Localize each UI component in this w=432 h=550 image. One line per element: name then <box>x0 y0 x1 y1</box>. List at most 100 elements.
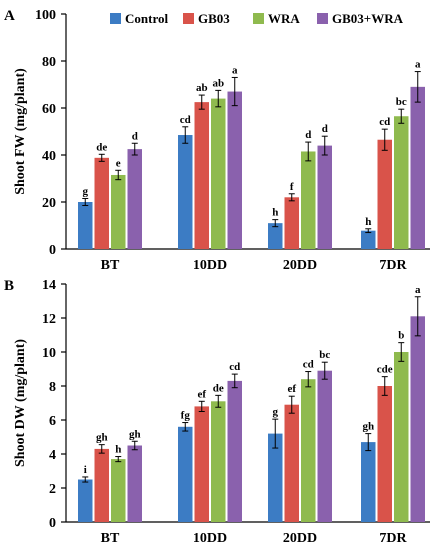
legend-label: GB03+WRA <box>332 11 404 26</box>
significance-label: g <box>83 185 89 197</box>
y-tick-label: 40 <box>42 149 56 164</box>
significance-label: h <box>272 207 278 219</box>
bar <box>194 102 209 249</box>
significance-label: bc <box>319 349 330 361</box>
significance-label: de <box>213 382 224 394</box>
significance-label: h <box>115 444 121 456</box>
legend-label: WRA <box>268 11 300 26</box>
panel-B: B 0 2 4 6 8 10 12 14 Shoot DW (mg/plant) BT 10DD 20D… <box>4 278 430 546</box>
y-tick-label: 0 <box>49 516 56 531</box>
y-tick-label: 14 <box>42 278 56 293</box>
y-tick-label: 4 <box>49 448 56 463</box>
bar <box>410 86 425 249</box>
x-tick-label: 20DD <box>283 258 317 273</box>
bar <box>317 370 332 522</box>
significance-label: cd <box>379 116 390 128</box>
significance-label: a <box>232 64 238 76</box>
panel-label: B <box>4 278 14 294</box>
bar <box>301 151 316 249</box>
x-tick-label: 7DR <box>379 258 407 273</box>
bar <box>111 174 126 249</box>
bar <box>394 116 409 249</box>
bar <box>211 98 226 249</box>
significance-label: d <box>132 130 138 142</box>
x-tick-label: BT <box>101 258 120 273</box>
y-tick-label: 20 <box>42 196 56 211</box>
y-tick-label: 2 <box>49 482 56 497</box>
bar <box>301 379 316 522</box>
significance-label: cde <box>377 364 393 376</box>
x-tick-label: 7DR <box>379 531 407 546</box>
y-tick-label: 6 <box>49 414 56 429</box>
legend-swatch <box>110 13 121 24</box>
bar <box>211 401 226 522</box>
x-tick-label: 20DD <box>283 531 317 546</box>
significance-label: d <box>322 123 328 135</box>
significance-label: cd <box>303 359 314 371</box>
y-tick-label: 80 <box>42 55 56 70</box>
bar <box>111 459 126 522</box>
y-tick-label: 60 <box>42 102 56 117</box>
significance-label: gh <box>96 432 108 444</box>
significance-label: ab <box>196 82 208 94</box>
significance-label: g <box>273 406 279 418</box>
panel-label: A <box>4 8 15 24</box>
significance-label: ef <box>287 383 296 395</box>
bar <box>127 149 142 249</box>
y-tick-label: 12 <box>42 312 56 327</box>
bar <box>268 433 283 522</box>
panel-A: A 0 20 40 60 80 100 Shoot FW (mg/plant) BT 10DD 20… <box>4 8 430 273</box>
x-tick-label: 10DD <box>193 258 227 273</box>
significance-label: fg <box>181 410 191 422</box>
bar <box>377 139 392 249</box>
y-axis-label: Shoot FW (mg/plant) <box>13 68 28 195</box>
bar <box>94 448 109 522</box>
significance-label: e <box>116 157 121 169</box>
significance-label: gh <box>362 421 374 433</box>
bar <box>361 442 376 522</box>
bar <box>284 404 299 522</box>
bar <box>410 316 425 522</box>
significance-label: cd <box>180 114 191 126</box>
bar <box>227 91 242 249</box>
y-tick-label: 10 <box>42 346 56 361</box>
y-tick-label: 100 <box>35 8 56 23</box>
bar <box>361 230 376 249</box>
bar <box>394 352 409 522</box>
bar <box>78 202 93 249</box>
significance-label: a <box>415 284 421 296</box>
significance-label: ef <box>197 388 206 400</box>
bar <box>227 380 242 522</box>
legend-swatch <box>253 13 264 24</box>
bar <box>194 406 209 522</box>
bar <box>178 135 193 249</box>
legend-label: Control <box>125 11 168 26</box>
bar <box>377 386 392 522</box>
significance-label: de <box>96 141 107 153</box>
bar <box>78 479 93 522</box>
significance-label: cd <box>229 361 240 373</box>
significance-label: f <box>290 181 294 193</box>
legend: Control GB03 WRA GB03+WRA <box>110 11 404 26</box>
significance-label: i <box>84 464 87 476</box>
bar <box>284 197 299 249</box>
significance-label: h <box>365 216 371 228</box>
legend-label: GB03 <box>198 11 230 26</box>
y-tick-label: 8 <box>49 380 56 395</box>
bar <box>94 157 109 249</box>
significance-label: a <box>415 59 421 71</box>
y-tick-label: 0 <box>49 243 56 258</box>
significance-label: gh <box>129 428 141 440</box>
significance-label: bc <box>396 96 407 108</box>
x-tick-label: 10DD <box>193 531 227 546</box>
significance-label: b <box>398 330 404 342</box>
bar <box>268 223 283 249</box>
bar <box>127 445 142 522</box>
legend-swatch <box>183 13 194 24</box>
bar <box>317 145 332 249</box>
significance-label: ab <box>212 77 224 89</box>
bar <box>178 426 193 522</box>
legend-swatch <box>317 13 328 24</box>
y-axis-label: Shoot DW (mg/plant) <box>13 339 28 467</box>
